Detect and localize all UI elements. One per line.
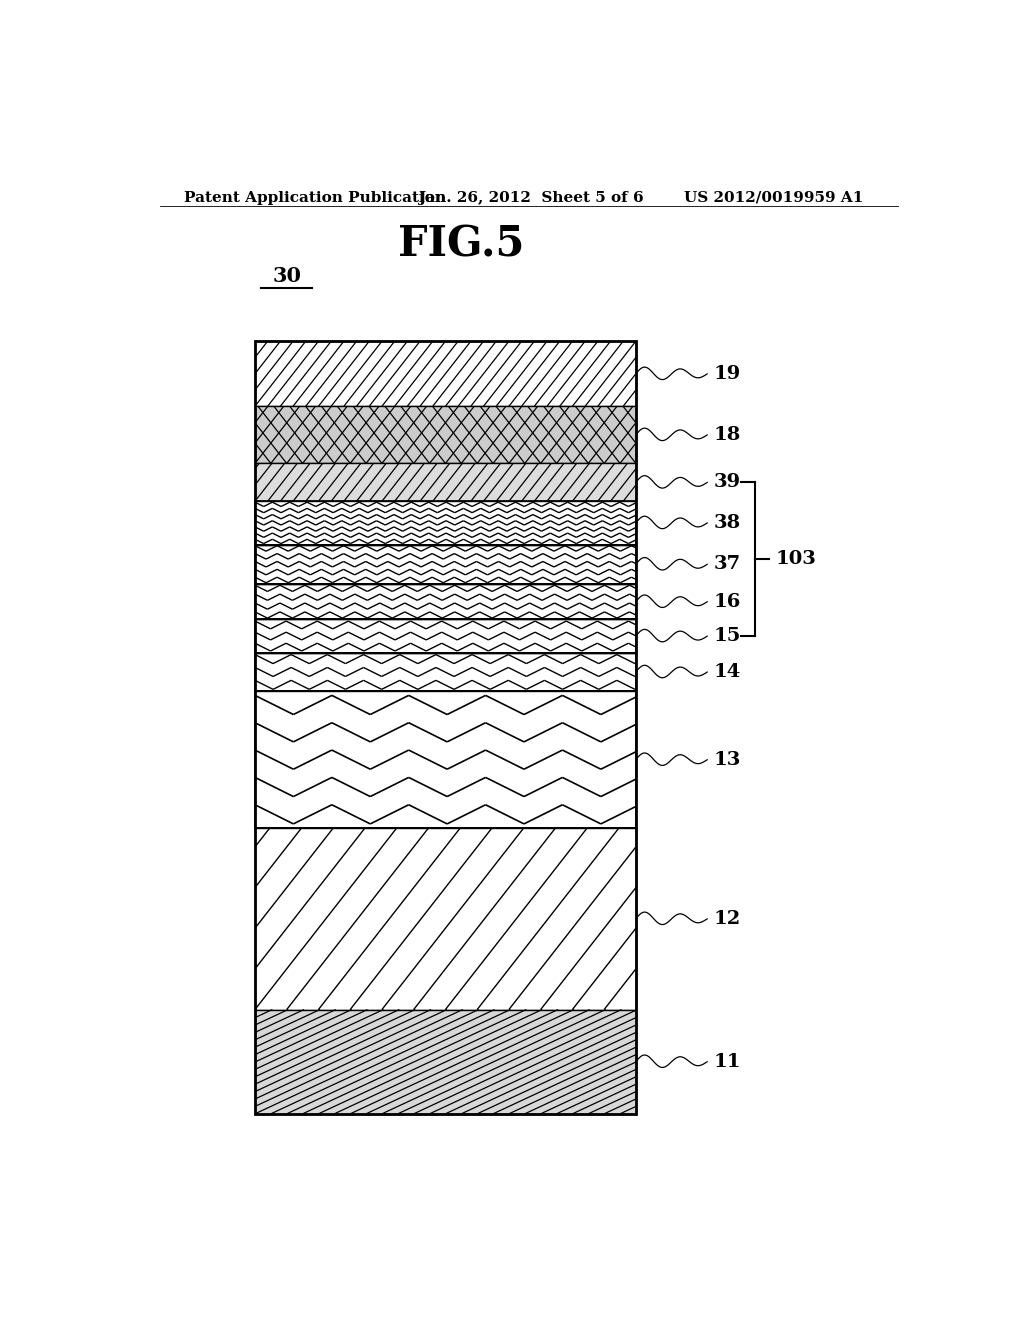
Text: US 2012/0019959 A1: US 2012/0019959 A1 <box>684 191 863 205</box>
Bar <box>255 619 636 652</box>
Text: 18: 18 <box>714 426 741 444</box>
Text: Patent Application Publication: Patent Application Publication <box>183 191 445 205</box>
Text: Jan. 26, 2012  Sheet 5 of 6: Jan. 26, 2012 Sheet 5 of 6 <box>418 191 643 205</box>
Text: 11: 11 <box>714 1052 741 1071</box>
Text: 103: 103 <box>775 550 816 568</box>
Text: 12: 12 <box>714 909 741 928</box>
Text: 19: 19 <box>714 364 741 383</box>
Bar <box>255 502 636 545</box>
Bar <box>255 407 636 463</box>
Text: FIG.5: FIG.5 <box>398 223 524 265</box>
Bar <box>255 463 636 502</box>
Text: 37: 37 <box>714 556 740 573</box>
Bar <box>255 342 636 407</box>
Bar <box>255 545 636 583</box>
Text: 38: 38 <box>714 513 740 532</box>
Bar <box>255 1010 636 1114</box>
Text: 13: 13 <box>714 751 741 768</box>
Text: 39: 39 <box>714 474 740 491</box>
Text: 30: 30 <box>272 267 301 286</box>
Bar <box>255 652 636 692</box>
Text: 16: 16 <box>714 593 741 611</box>
Text: 15: 15 <box>714 627 741 645</box>
Bar <box>255 342 636 1114</box>
Bar <box>255 692 636 828</box>
Bar <box>255 828 636 1010</box>
Bar <box>255 583 636 619</box>
Text: 14: 14 <box>714 663 741 681</box>
